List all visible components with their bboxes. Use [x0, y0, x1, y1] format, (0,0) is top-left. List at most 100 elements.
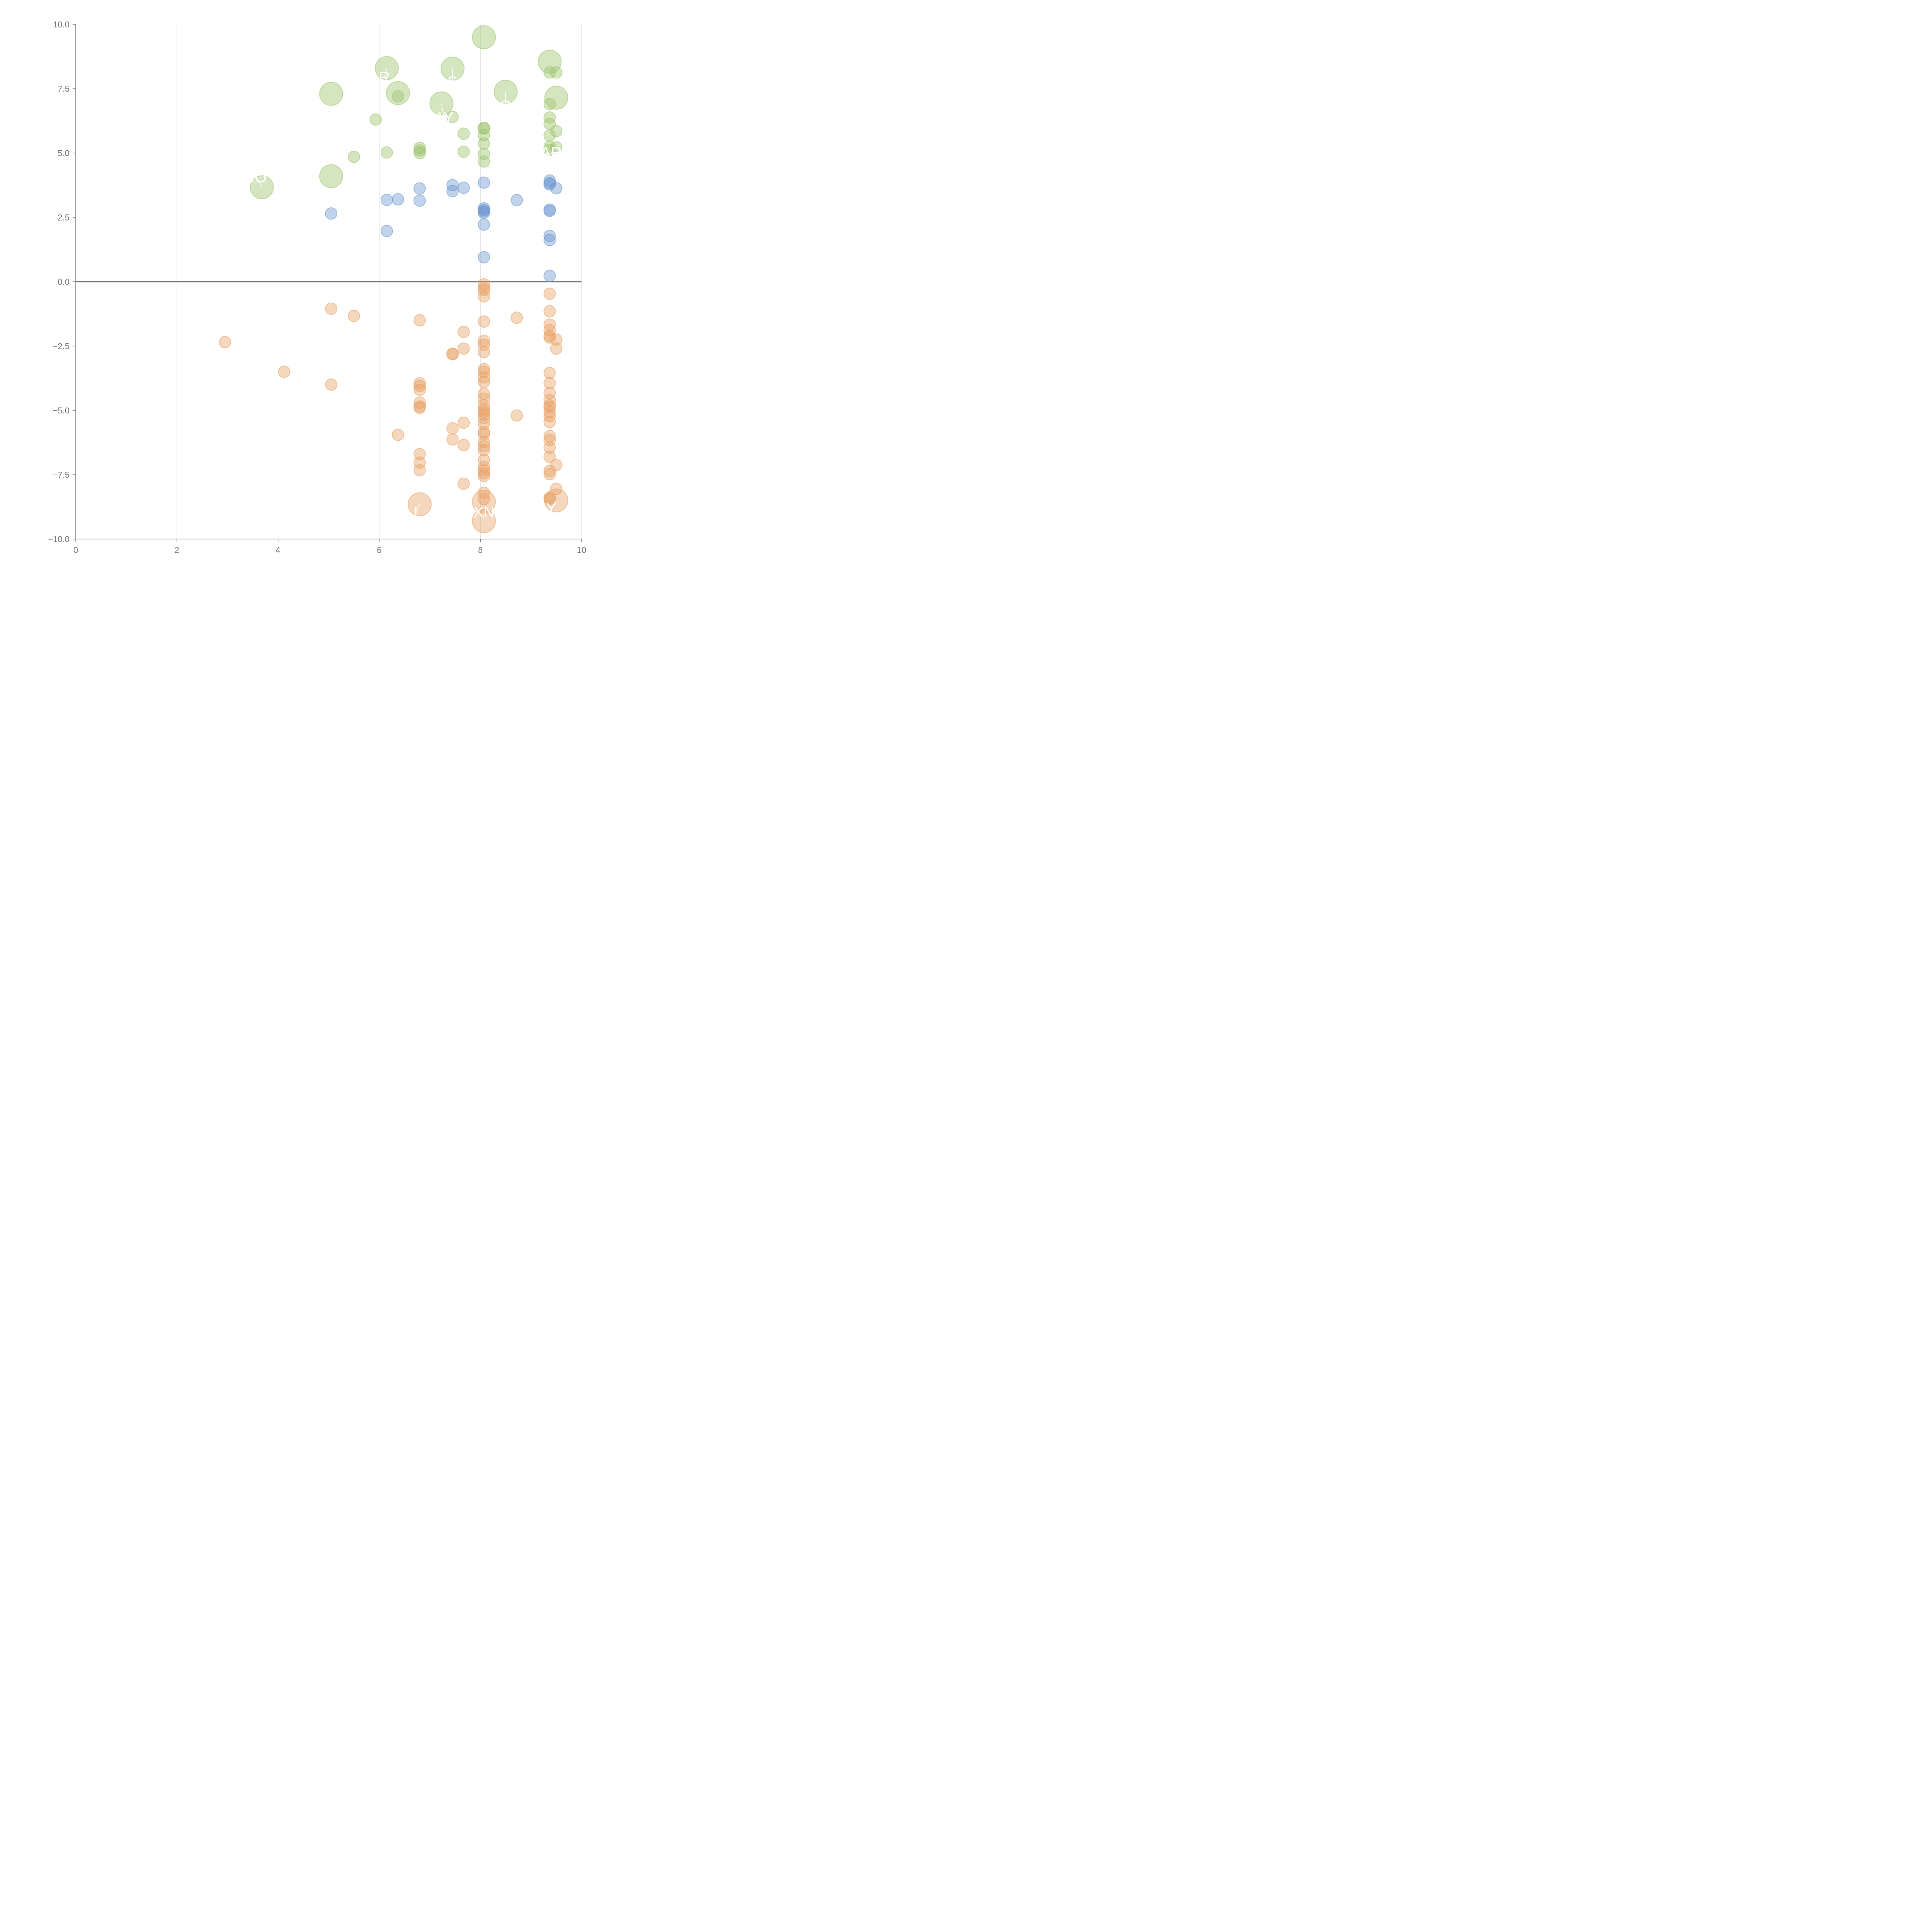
orange-point: [543, 406, 556, 418]
orange-point: [543, 287, 556, 300]
orange-point: [478, 408, 490, 421]
blue-point: [413, 182, 426, 195]
y-tick-label: −2.5: [53, 342, 70, 351]
orange-point: [478, 440, 490, 453]
orange-point: [543, 401, 556, 414]
green-point: [472, 25, 496, 49]
green-point: [457, 145, 470, 158]
orange-point: [510, 409, 523, 422]
orange-point: [413, 448, 426, 461]
orange-point: [543, 318, 556, 331]
point-annotations: JO R S O AY AR XN I Y: [247, 68, 562, 521]
blue-point: [325, 207, 338, 220]
orange-point: [478, 493, 490, 505]
green-point: [413, 141, 426, 154]
green-point: [478, 122, 490, 135]
orange-point: [543, 367, 556, 379]
orange-point: [413, 383, 426, 396]
green-point: [347, 150, 360, 163]
y-tick-label: −10.0: [48, 534, 70, 544]
orange-point: [478, 345, 490, 358]
blue-point: [478, 218, 490, 231]
y-tick-label: 7.5: [58, 84, 70, 94]
orange-point: [219, 336, 231, 349]
blue-point: [413, 194, 426, 207]
green-point: [544, 85, 568, 110]
orange-point: [446, 422, 459, 435]
blue-point: [543, 178, 556, 191]
orange-point: [413, 396, 426, 409]
orange-point: [478, 315, 490, 328]
data-points: [219, 25, 568, 533]
x-tick-label: 6: [377, 545, 381, 555]
orange-point: [478, 376, 490, 388]
green-point: [369, 113, 382, 126]
green-point: [543, 66, 556, 79]
orange-point: [543, 450, 556, 463]
orange-point: [478, 461, 490, 473]
orange-point: [543, 493, 556, 505]
green-point: [413, 147, 426, 159]
orange-point: [446, 348, 459, 361]
green-point: [478, 137, 490, 150]
blue-point: [478, 206, 490, 219]
green-point: [386, 81, 410, 105]
green-point: [543, 129, 556, 142]
orange-point: [478, 444, 490, 457]
y-tick-label: 2.5: [58, 213, 70, 223]
green-point: [457, 128, 470, 140]
green-point: [391, 90, 404, 103]
annotation-label: XN: [473, 504, 495, 521]
blue-point: [478, 176, 490, 189]
orange-point: [543, 415, 556, 428]
annotation-leader: [256, 177, 262, 187]
annotation-leader: [384, 68, 387, 77]
scatter-chart: −10.0 −7.5 −5.0 −2.5 0.0 2.5 5.0 7.5 10.0 0 2 4 6 8 10…: [48, 20, 586, 555]
blue-point: [510, 194, 523, 206]
y-tick-label: −5.0: [53, 406, 70, 415]
orange-point: [543, 394, 556, 406]
orange-point: [457, 477, 470, 490]
y-tick-label: 10.0: [53, 20, 70, 29]
y-tick-label: 0.0: [58, 277, 70, 287]
annotation-label: S: [447, 73, 458, 90]
orange-point: [457, 416, 470, 429]
green-point: [319, 164, 344, 188]
x-tick-label: 4: [276, 545, 280, 555]
orange-point: [457, 342, 470, 355]
x-tick-label: 8: [478, 545, 483, 555]
orange-point: [510, 311, 523, 324]
green-point: [413, 144, 426, 157]
orange-point: [413, 464, 426, 477]
green-point: [550, 125, 563, 138]
green-point: [537, 49, 562, 74]
x-tick-label: 10: [577, 545, 586, 555]
annotation-leader: [441, 103, 444, 118]
blue-point: [543, 230, 556, 242]
orange-point: [391, 429, 404, 441]
orange-point: [446, 433, 459, 446]
orange-point: [543, 468, 556, 481]
annotation-label: JO: [247, 169, 267, 186]
annotation-label: AY: [434, 109, 454, 126]
green-point: [319, 82, 344, 106]
orange-point: [413, 377, 426, 390]
orange-point: [457, 439, 470, 451]
blue-point: [550, 182, 563, 195]
orange-point: [478, 486, 490, 499]
annotation-label: I: [413, 504, 418, 521]
annotation-leader: [415, 504, 420, 512]
y-tick-label: 5.0: [58, 148, 70, 158]
x-tick-label: 0: [73, 545, 78, 555]
orange-point: [543, 305, 556, 318]
orange-point: [550, 342, 563, 355]
y-tick-label: −7.5: [53, 470, 70, 480]
orange-point: [413, 379, 426, 392]
orange-point: [478, 290, 490, 303]
orange-point: [325, 378, 338, 391]
blue-point: [381, 224, 393, 237]
green-point: [381, 146, 393, 159]
orange-point: [478, 393, 490, 405]
green-point: [543, 144, 556, 156]
orange-point: [478, 405, 490, 418]
